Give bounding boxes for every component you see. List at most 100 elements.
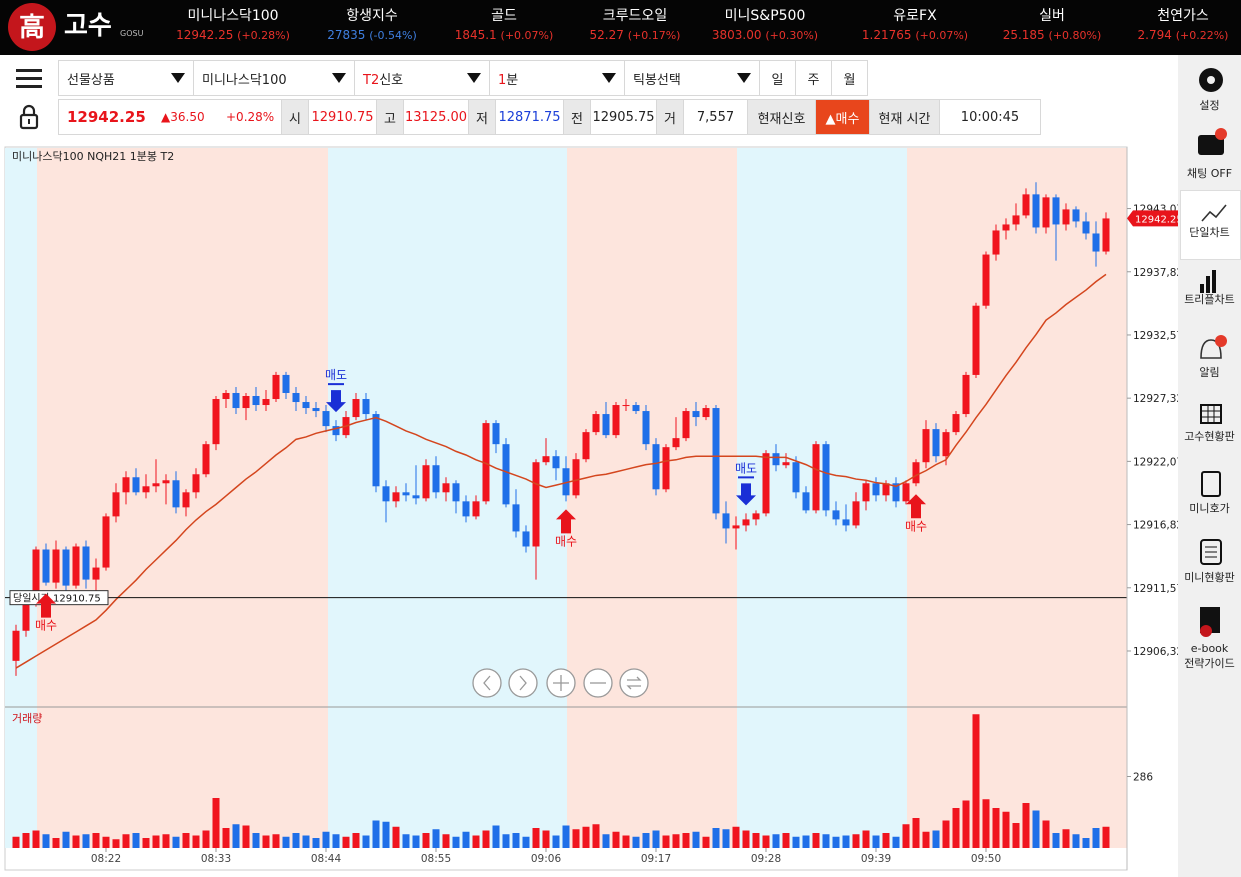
dropdown-arrow bbox=[332, 73, 346, 83]
candle-body bbox=[242, 396, 250, 409]
candle-body bbox=[422, 465, 430, 499]
zoom-out[interactable] bbox=[583, 668, 613, 698]
candle-body bbox=[892, 483, 900, 502]
candle-body bbox=[662, 447, 670, 490]
nav-next[interactable] bbox=[508, 668, 538, 698]
candle-body bbox=[492, 423, 500, 445]
sidebar-item[interactable]: 트리플차트 bbox=[1184, 293, 1235, 306]
candle-body bbox=[932, 429, 940, 457]
reset[interactable] bbox=[619, 668, 649, 698]
dropdown[interactable]: 미니나스닥100 bbox=[193, 60, 355, 96]
candle-body bbox=[482, 423, 490, 502]
volume-bar bbox=[72, 835, 80, 848]
quote-bar: 12942.25 ▲36.50 +0.28% 시 12910.75 고 13125.0… bbox=[0, 99, 1041, 135]
sidebar-item[interactable]: 설정 bbox=[1199, 99, 1220, 112]
sidebar-item[interactable]: 알림 bbox=[1199, 366, 1220, 379]
ticker-change: (+0.22%) bbox=[1175, 29, 1229, 42]
ticker[interactable]: 천연가스 2.794 (+0.22%) bbox=[1118, 5, 1241, 42]
sidebar: 설정 채팅 OFF 단일차트 트리플차트 알림 고수현황판 미니호가 미니현황판 e-book 전… bbox=[1178, 55, 1241, 877]
volume-bar bbox=[992, 808, 1000, 848]
volume-bar bbox=[142, 838, 150, 848]
volume-bar bbox=[622, 835, 630, 848]
ticker[interactable]: 미니S&P500 3803.00 (+0.30%) bbox=[700, 5, 830, 42]
candle-body bbox=[852, 501, 860, 526]
volume-bar bbox=[332, 834, 340, 848]
ticker-name: 골드 bbox=[491, 8, 517, 24]
candle-body bbox=[282, 374, 290, 393]
candle-body bbox=[72, 546, 80, 586]
period-button[interactable]: 월 bbox=[831, 60, 868, 96]
sidebar-item[interactable]: 고수현황판 bbox=[1184, 430, 1235, 443]
dropdown-arrow bbox=[602, 73, 616, 83]
volume-bar bbox=[132, 833, 140, 848]
quote-change: ▲36.50 bbox=[153, 99, 219, 135]
ticker-change: (+0.28%) bbox=[237, 29, 290, 42]
volume-bar bbox=[762, 835, 770, 848]
sidebar-item[interactable]: 미니호가 bbox=[1189, 502, 1230, 515]
ticker[interactable]: 유로FX 1.21765 (+0.07%) bbox=[850, 5, 980, 42]
ticker-value: 2.794 (+0.22%) bbox=[1118, 28, 1241, 42]
ticker-name: 천연가스 bbox=[1157, 8, 1209, 24]
candle-body bbox=[642, 411, 650, 445]
dropdown[interactable]: T2신호 bbox=[354, 60, 490, 96]
lock-button[interactable] bbox=[0, 99, 59, 135]
menu-button[interactable] bbox=[0, 60, 59, 96]
volume-bar bbox=[472, 835, 480, 848]
sidebar-item[interactable]: 미니현황판 bbox=[1184, 571, 1235, 584]
signal-arrow bbox=[556, 509, 576, 534]
sidebar-item[interactable]: 단일차트 bbox=[1189, 226, 1230, 239]
ticker[interactable]: 실버 25.185 (+0.80%) bbox=[987, 5, 1117, 42]
candle-body bbox=[1082, 221, 1090, 234]
volume-bar bbox=[922, 831, 930, 848]
nav-prev[interactable] bbox=[472, 668, 502, 698]
volume-bar bbox=[932, 830, 940, 848]
volume-bar bbox=[572, 829, 580, 848]
volume-bar bbox=[682, 833, 690, 848]
volume-bar bbox=[312, 838, 320, 848]
dropdown[interactable]: 틱봉선택 bbox=[624, 60, 760, 96]
candle-body bbox=[862, 483, 870, 502]
signal-label: 현재신호 bbox=[747, 99, 816, 135]
ticker[interactable]: 골드 1845.1 (+0.07%) bbox=[439, 5, 569, 42]
volume-bar bbox=[152, 835, 160, 848]
volume-bar bbox=[532, 828, 540, 848]
sidebar-item[interactable]: e-book bbox=[1190, 642, 1229, 655]
chart-title: 미니나스닥100 NQH21 1분봉 T2 bbox=[12, 150, 174, 163]
y-tick-label: 12906,32 bbox=[1133, 646, 1178, 658]
ticker[interactable]: 항생지수 27835 (-0.54%) bbox=[307, 5, 437, 42]
volume-bar bbox=[552, 835, 560, 848]
open-label-box bbox=[9, 590, 109, 606]
candle-body bbox=[652, 444, 660, 490]
ticker-name: 크루드오일 bbox=[602, 8, 668, 24]
candle-body bbox=[412, 495, 420, 499]
candle-body bbox=[832, 510, 840, 520]
volume-bar bbox=[222, 828, 230, 848]
candle-body bbox=[772, 453, 780, 466]
ticker-name: 유로FX bbox=[893, 8, 937, 24]
ticker[interactable]: 미니나스닥100 12942.25 (+0.28%) bbox=[168, 5, 298, 42]
dropdown[interactable]: 선물상품 bbox=[58, 60, 194, 96]
candle-body bbox=[502, 444, 510, 505]
price-tag bbox=[1127, 210, 1178, 227]
volume-bar bbox=[732, 826, 740, 848]
period-button[interactable]: 주 bbox=[795, 60, 832, 96]
zoom-in[interactable] bbox=[546, 668, 576, 698]
ticker-name: 실버 bbox=[1039, 8, 1065, 24]
dropdown[interactable]: 1분 bbox=[489, 60, 625, 96]
ticker[interactable]: 크루드오일 52.27 (+0.17%) bbox=[570, 5, 700, 42]
logo[interactable]: 高 고수 GOSU bbox=[0, 0, 160, 55]
moving-average bbox=[15, 273, 1107, 669]
candle-body bbox=[352, 399, 360, 418]
active-item bbox=[1180, 190, 1241, 260]
ticker-value: 25.185 (+0.80%) bbox=[987, 28, 1117, 42]
period-button[interactable]: 일 bbox=[759, 60, 796, 96]
candle-body bbox=[102, 516, 110, 568]
candle-body bbox=[202, 444, 210, 475]
ticker-value: 3803.00 (+0.30%) bbox=[700, 28, 830, 42]
volume-bar bbox=[672, 834, 680, 848]
candle-body bbox=[782, 462, 790, 466]
volume-bar bbox=[952, 808, 960, 848]
sidebar-item[interactable]: 채팅 OFF bbox=[1186, 167, 1233, 180]
volume-bar bbox=[652, 830, 660, 848]
